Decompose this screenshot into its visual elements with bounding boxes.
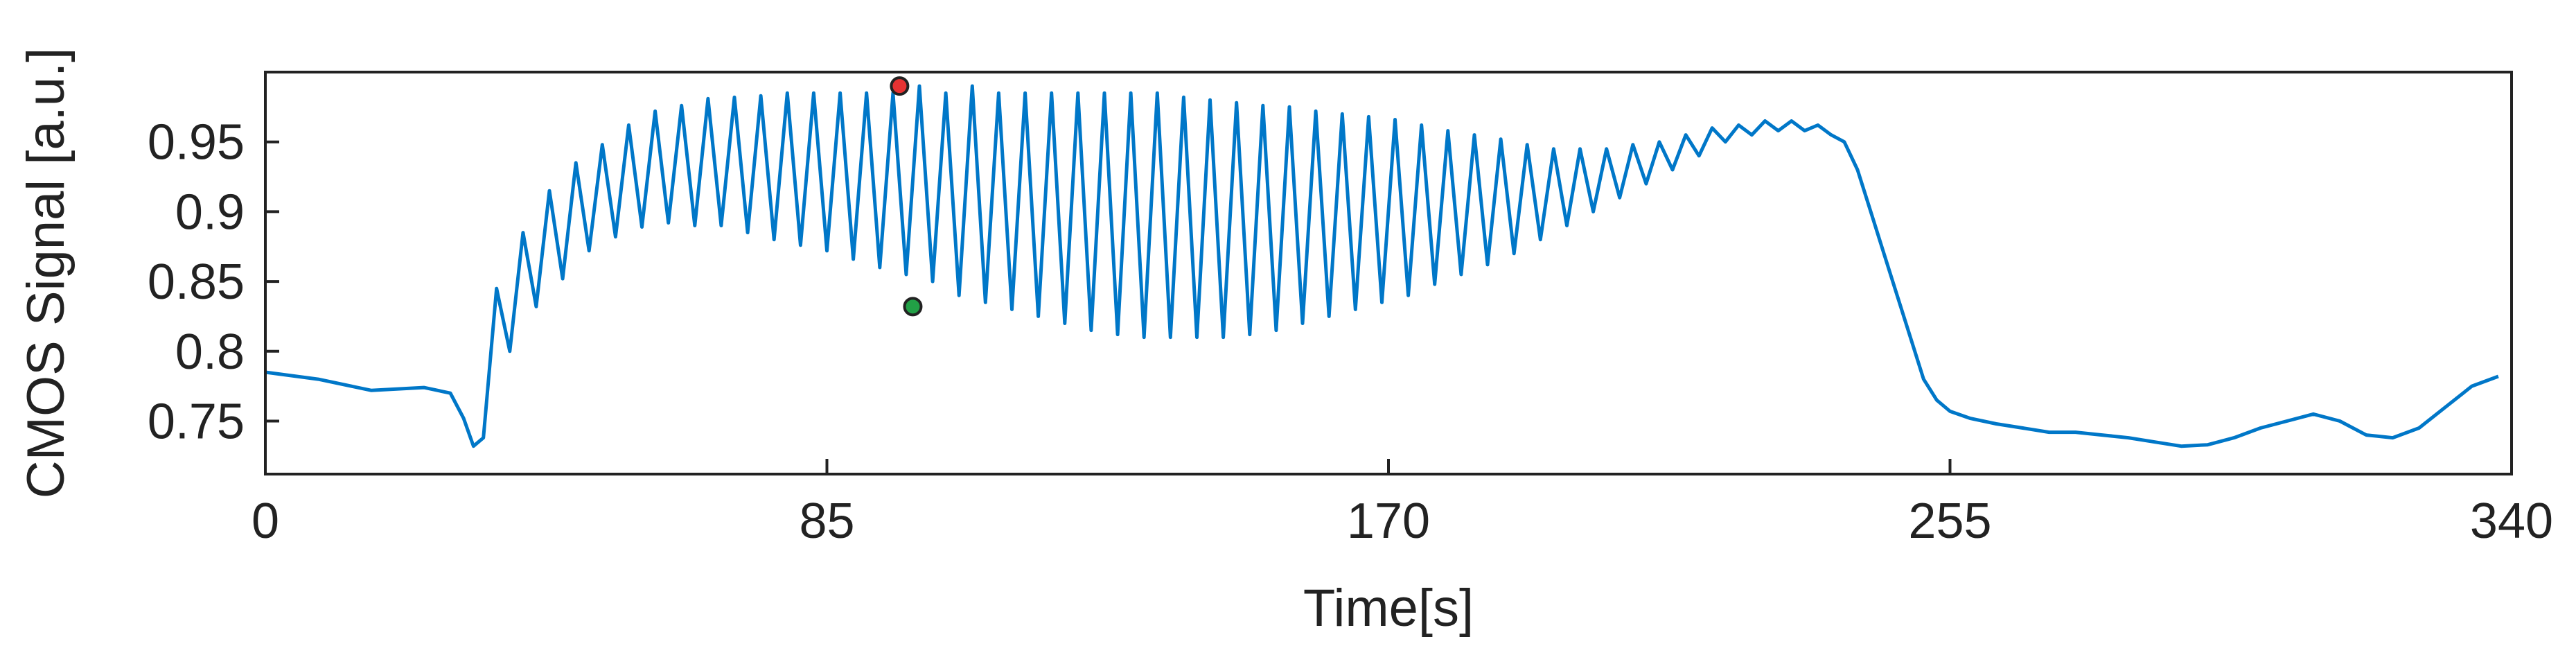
x-axis-label: Time[s] [1303, 579, 1474, 638]
plot-frame [264, 71, 2513, 475]
y-ticks: 0.75 0.8 0.85 0.9 0.95 [148, 115, 279, 449]
y-tick-label: 0.75 [148, 394, 245, 449]
highlight-marker [903, 297, 923, 317]
x-tick-label: 255 [1908, 494, 1991, 549]
highlight-markers [890, 76, 923, 317]
x-tick-label: 0 [252, 494, 279, 549]
y-tick-label: 0.95 [148, 115, 245, 171]
cmos-signal-line [265, 84, 2499, 448]
x-ticks: 0 85 170 255 340 [252, 459, 2553, 549]
x-tick-label: 340 [2470, 494, 2553, 549]
x-tick-label: 170 [1347, 494, 1430, 549]
y-axis-label: CMOS Signal [a.u.] [17, 48, 76, 499]
y-tick-label: 0.9 [175, 184, 245, 240]
y-tick-label: 0.8 [175, 324, 245, 380]
x-tick-label: 85 [799, 494, 854, 549]
highlight-marker [890, 76, 910, 96]
y-tick-label: 0.85 [148, 254, 245, 310]
